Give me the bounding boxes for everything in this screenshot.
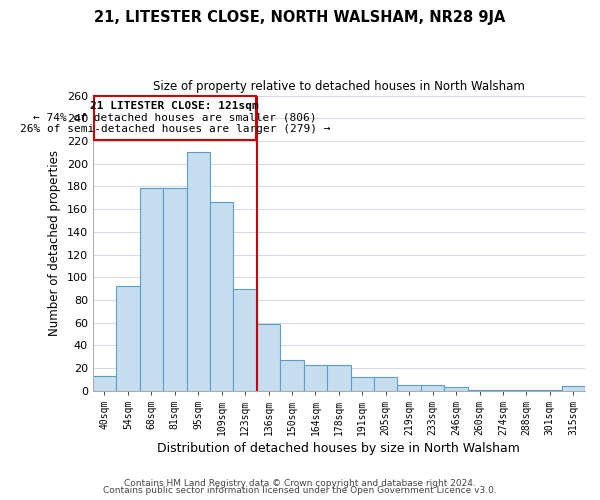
- Text: 21 LITESTER CLOSE: 121sqm: 21 LITESTER CLOSE: 121sqm: [91, 101, 259, 111]
- Bar: [210, 202, 233, 391]
- X-axis label: Distribution of detached houses by size in North Walsham: Distribution of detached houses by size …: [157, 442, 520, 455]
- Text: 26% of semi-detached houses are larger (279) →: 26% of semi-detached houses are larger (…: [20, 124, 330, 134]
- Text: Contains HM Land Registry data © Crown copyright and database right 2024.: Contains HM Land Registry data © Crown c…: [124, 478, 476, 488]
- Bar: [421, 385, 445, 391]
- Text: 21, LITESTER CLOSE, NORTH WALSHAM, NR28 9JA: 21, LITESTER CLOSE, NORTH WALSHAM, NR28 …: [94, 10, 506, 25]
- Bar: [257, 324, 280, 391]
- Bar: [562, 386, 585, 391]
- Bar: [280, 360, 304, 391]
- Y-axis label: Number of detached properties: Number of detached properties: [48, 150, 61, 336]
- Text: Contains public sector information licensed under the Open Government Licence v3: Contains public sector information licen…: [103, 486, 497, 495]
- Title: Size of property relative to detached houses in North Walsham: Size of property relative to detached ho…: [153, 80, 525, 93]
- Bar: [491, 390, 515, 391]
- Bar: [397, 385, 421, 391]
- Bar: [304, 364, 327, 391]
- Bar: [93, 376, 116, 391]
- Bar: [374, 377, 397, 391]
- Bar: [187, 152, 210, 391]
- Bar: [163, 188, 187, 391]
- Bar: [350, 377, 374, 391]
- Bar: [468, 390, 491, 391]
- Bar: [327, 364, 350, 391]
- Bar: [538, 390, 562, 391]
- Bar: [445, 388, 468, 391]
- Bar: [140, 188, 163, 391]
- FancyBboxPatch shape: [94, 96, 256, 140]
- Bar: [233, 288, 257, 391]
- Text: ← 74% of detached houses are smaller (806): ← 74% of detached houses are smaller (80…: [33, 112, 317, 122]
- Bar: [116, 286, 140, 391]
- Bar: [515, 390, 538, 391]
